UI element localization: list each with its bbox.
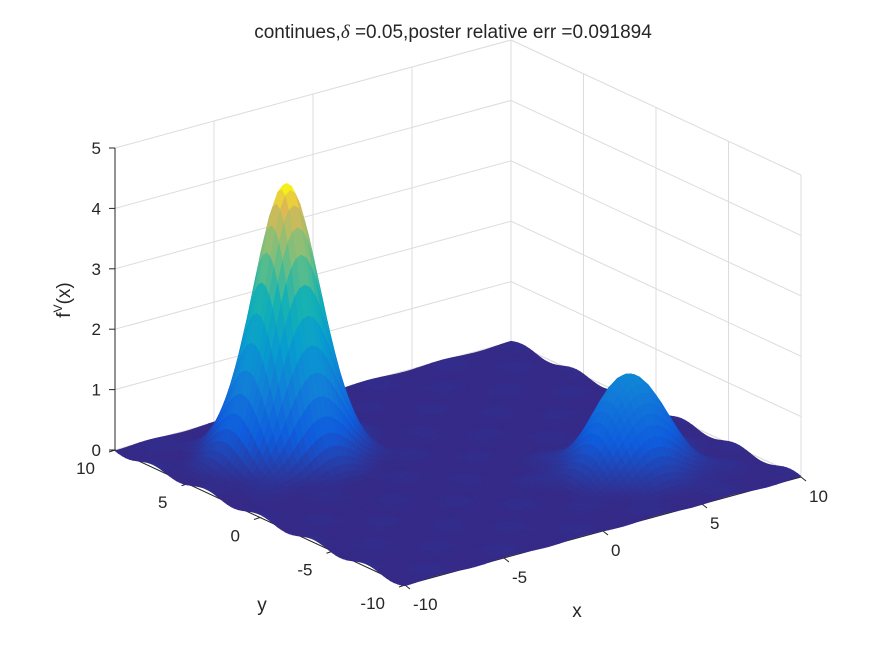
wall-grid-line — [114, 160, 512, 270]
wall-grid-line — [114, 39, 512, 149]
wall-grid-line — [510, 160, 802, 297]
x-tick-mark — [602, 530, 609, 536]
y-tick-mark — [253, 517, 261, 520]
wall-grid-line — [114, 99, 512, 209]
wall-grid-line — [510, 39, 802, 176]
surface-mesh — [114, 182, 802, 587]
wall-grid-line — [510, 220, 802, 357]
wall-grid-line — [510, 281, 802, 418]
x-tick-mark — [701, 503, 708, 509]
x-tick-mark — [800, 476, 807, 482]
x-tick-mark — [503, 557, 510, 563]
wall-grid-line — [510, 99, 802, 236]
